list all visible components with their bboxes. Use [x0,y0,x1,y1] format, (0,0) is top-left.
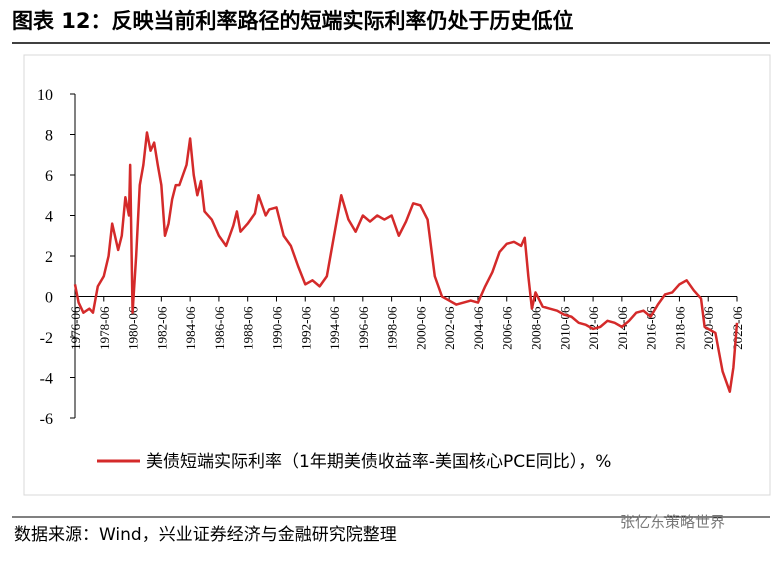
x-tick-label: 1986-06 [212,306,227,350]
watermark: 张亿东策略世界 [620,513,725,531]
y-tick-label: -2 [40,330,53,347]
x-tick-label: 1996-06 [356,306,371,350]
y-tick-label: 4 [45,209,53,226]
x-tick-label: 1998-06 [385,306,400,350]
source: 数据来源：Wind，兴业证券经济与金融研究院整理 [14,525,397,545]
x-tick-label: 2016-06 [644,306,659,350]
legend-label: 美债短端实际利率（1年期美债收益率-美国核心PCE同比），% [146,452,611,472]
chart-frame [23,54,771,496]
x-tick-label: 1988-06 [241,306,256,350]
x-tick-label: 1982-06 [154,306,169,350]
y-tick-label: 2 [45,249,53,266]
y-tick-label: -4 [40,371,53,388]
x-tick-label: 2002-06 [442,306,457,350]
y-tick-label: 6 [45,168,53,185]
x-tick-label: 2000-06 [413,306,428,350]
x-tick-label: 1992-06 [298,306,313,350]
x-tick-label: 2006-06 [500,306,515,350]
series-line [73,131,739,393]
y-tick-label: -6 [40,411,53,428]
x-tick-label: 2008-06 [529,306,544,350]
x-tick-label: 1976-06 [68,306,83,350]
x-tick-label: 1984-06 [183,306,198,350]
y-tick-label: 10 [37,87,53,104]
x-tick-label: 1990-06 [269,306,284,350]
chart-title: 图表 12：反映当前利率路径的短端实际利率仍处于历史低位 [12,9,574,33]
x-tick-label: 2004-06 [471,306,486,350]
x-tick-label: 2018-06 [672,306,687,350]
y-tick-label: 8 [45,128,53,145]
x-tick-label: 1994-06 [327,306,342,350]
x-tick-label: 1978-06 [97,306,112,350]
x-tick-label: 1980-06 [126,306,141,350]
y-tick-label: 0 [45,290,53,307]
